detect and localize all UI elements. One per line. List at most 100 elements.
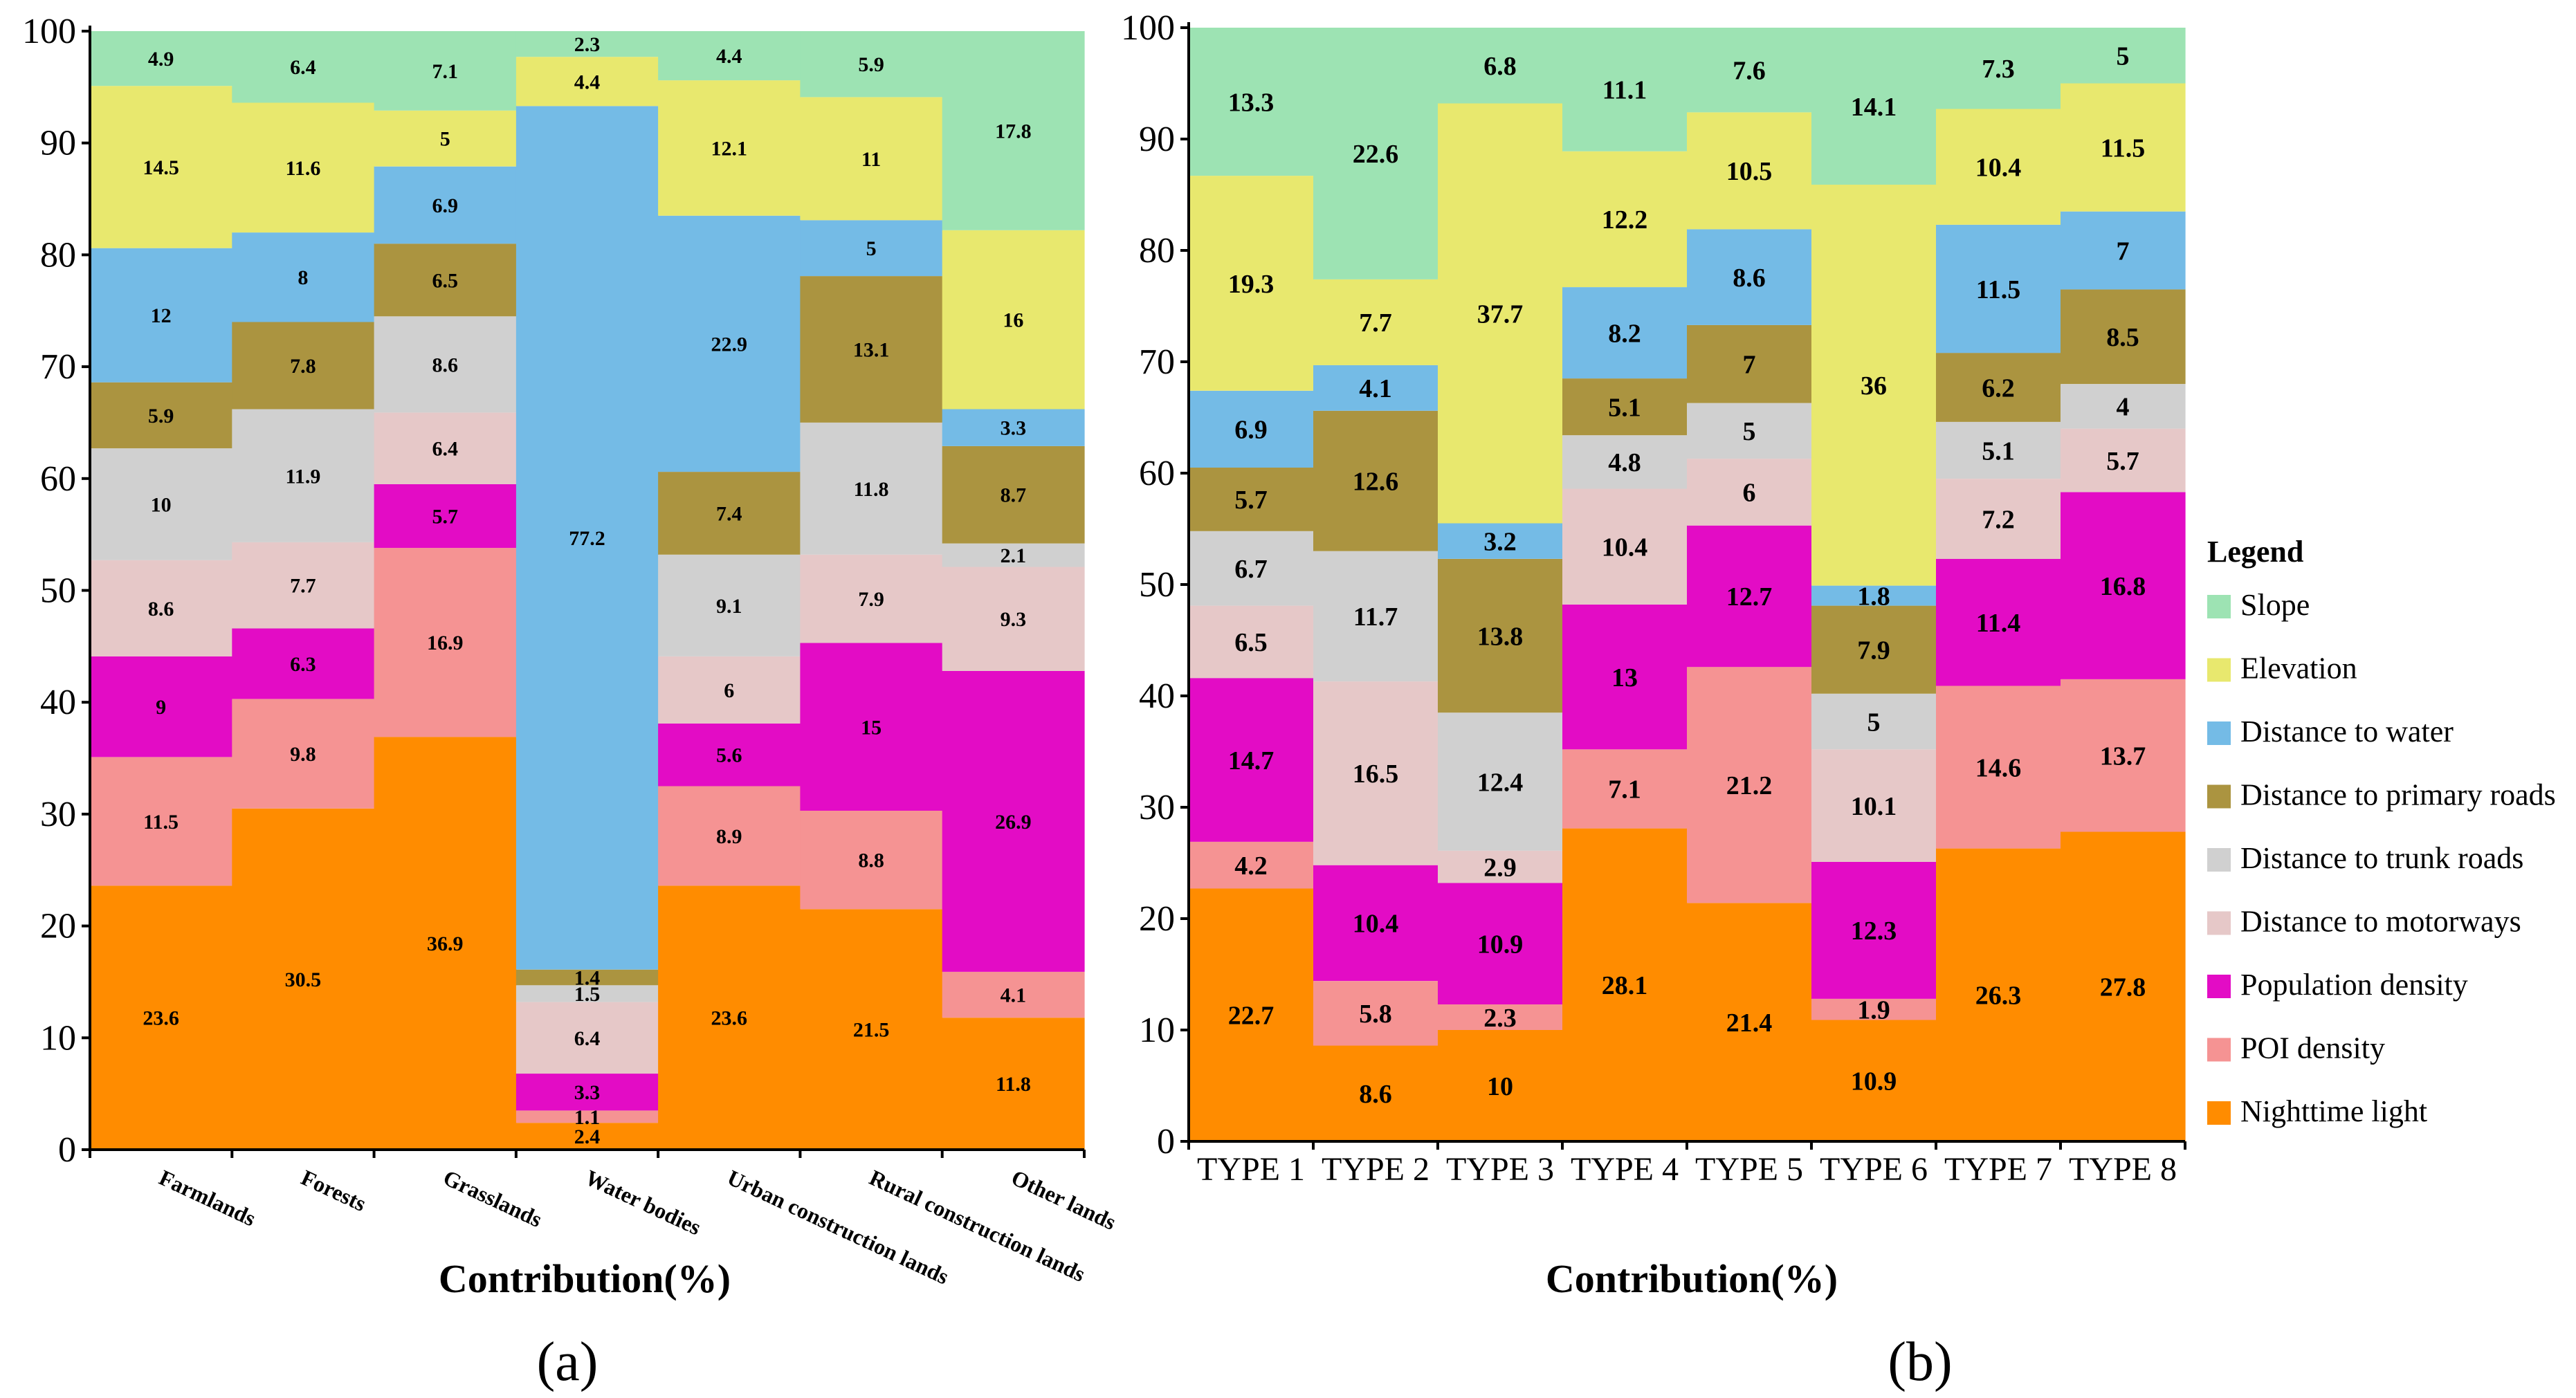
bar-b-6-distance-to-primary-roads	[1811, 605, 1937, 694]
value-label-a-6-nighttime-light: 21.5	[853, 1019, 890, 1042]
bar-b-7-distance-to-motorways	[1936, 479, 2061, 559]
bar-b-4-slope	[1562, 28, 1688, 151]
value-label-b-8-distance-to-primary-roads: 8.5	[2106, 323, 2139, 352]
bar-a-7-population-density	[942, 670, 1085, 972]
bar-b-1-elevation	[1189, 176, 1314, 391]
bar-b-3-nighttime-light	[1438, 1030, 1563, 1141]
value-label-b-5-distance-to-motorways: 6	[1743, 479, 1756, 508]
value-label-a-3-distance-to-trunk-roads: 8.6	[432, 353, 458, 376]
bar-b-5-slope	[1687, 28, 1812, 113]
bar-a-4-distance-to-motorways	[515, 1002, 659, 1074]
value-label-a-1-distance-to-motorways: 8.6	[148, 598, 174, 620]
bar-a-2-nighttime-light	[232, 808, 375, 1150]
bar-b-7-population-density	[1936, 559, 2061, 686]
value-label-b-3-slope: 6.8	[1483, 52, 1517, 81]
legend-label-elevation: Elevation	[2240, 652, 2357, 686]
bar-b-3-poi-density	[1438, 1004, 1563, 1030]
bar-a-3-distance-to-primary-roads	[374, 243, 517, 317]
value-label-a-5-population-density: 5.6	[716, 744, 742, 767]
y-tick-label-b-40: 40	[1139, 677, 1175, 716]
bar-b-6-poi-density	[1811, 998, 1937, 1020]
value-label-a-3-nighttime-light: 36.9	[427, 932, 464, 955]
panel-a: 23.6 11.5 9 8.6 10 5.9 12 14.5 4.9 30.5 9.8 6.3 7.7 1…	[22, 12, 1120, 1289]
bar-a-1-poi-density	[90, 757, 232, 886]
value-label-b-8-distance-to-motorways: 5.7	[2106, 447, 2139, 476]
bar-a-6-distance-to-trunk-roads	[800, 423, 943, 555]
bar-a-2-slope	[232, 31, 375, 103]
value-label-a-2-distance-to-primary-roads: 7.8	[290, 355, 316, 378]
value-label-b-3-population-density: 10.9	[1477, 930, 1524, 959]
legend-title: Legend	[2207, 535, 2303, 569]
value-label-b-4-poi-density: 7.1	[1608, 775, 1641, 804]
value-label-b-2-elevation: 7.7	[1359, 309, 1392, 338]
value-label-a-5-elevation: 12.1	[711, 138, 748, 160]
value-label-a-5-distance-to-trunk-roads: 9.1	[716, 595, 742, 618]
bar-b-2-elevation	[1313, 279, 1438, 365]
bar-b-4-distance-to-motorways	[1562, 488, 1688, 605]
y-tick-label-a-60: 60	[40, 459, 76, 499]
value-label-a-1-elevation: 14.5	[143, 156, 179, 179]
bar-a-2-poi-density	[232, 699, 375, 809]
bar-b-2-poi-density	[1313, 981, 1438, 1046]
value-label-b-1-nighttime-light: 22.7	[1228, 1002, 1275, 1031]
value-label-a-6-distance-to-trunk-roads: 11.8	[854, 478, 889, 501]
bar-b-8-slope	[2061, 28, 2186, 84]
value-label-b-7-distance-to-trunk-roads: 5.1	[1982, 436, 2015, 466]
bar-a-6-elevation	[800, 97, 943, 221]
y-tick-label-a-20: 20	[40, 907, 76, 946]
bar-b-6-distance-to-water	[1811, 585, 1937, 606]
value-label-b-3-nighttime-light: 10	[1487, 1072, 1513, 1101]
panel-b: 22.7 4.2 14.7 6.5 6.7 5.7 6.9 19.3 13.3 8.6 5.8 10.…	[1121, 8, 2186, 1188]
panel-a-label: (a)	[537, 1332, 599, 1392]
value-label-a-1-slope: 4.9	[148, 48, 174, 71]
value-label-a-7-distance-to-motorways: 9.3	[1001, 608, 1027, 631]
bar-b-7-distance-to-trunk-roads	[1936, 421, 2061, 479]
bar-a-5-distance-to-primary-roads	[658, 472, 801, 555]
x-tick-label-b-type-6: TYPE 6	[1820, 1151, 1928, 1188]
y-tick-label-b-90: 90	[1139, 120, 1175, 159]
bar-a-5-elevation	[658, 80, 801, 216]
value-label-b-5-nighttime-light: 21.4	[1726, 1009, 1773, 1038]
value-label-b-4-distance-to-primary-roads: 5.1	[1608, 394, 1641, 423]
x-tick-label-a-forests: Forests	[298, 1165, 370, 1216]
bar-b-8-poi-density	[2061, 679, 2186, 832]
bar-a-1-distance-to-trunk-roads	[90, 448, 232, 560]
value-label-a-5-distance-to-water: 22.9	[711, 333, 748, 356]
value-label-a-4-distance-to-trunk-roads: 1.5	[574, 983, 601, 1006]
value-label-b-6-poi-density: 1.9	[1857, 996, 1890, 1025]
value-label-b-6-elevation: 36	[1861, 371, 1887, 401]
bar-b-4-elevation	[1562, 151, 1688, 288]
bar-b-5-elevation	[1687, 112, 1812, 230]
bar-a-5-poi-density	[658, 786, 801, 886]
value-label-b-8-elevation: 11.5	[2101, 134, 2145, 163]
bar-b-3-distance-to-motorways	[1438, 850, 1563, 883]
value-label-a-4-nighttime-light: 2.4	[574, 1125, 601, 1148]
y-tick-label-b-10: 10	[1139, 1011, 1175, 1050]
value-label-a-1-poi-density: 11.5	[143, 811, 179, 834]
value-label-b-7-nighttime-light: 26.3	[1975, 982, 2022, 1011]
value-label-a-2-elevation: 11.6	[285, 157, 320, 180]
value-label-b-1-population-density: 14.7	[1228, 746, 1275, 775]
bar-b-1-distance-to-motorways	[1189, 605, 1314, 679]
bar-b-1-slope	[1189, 28, 1314, 176]
value-label-b-6-population-density: 12.3	[1851, 917, 1897, 946]
value-label-b-7-distance-to-motorways: 7.2	[1982, 505, 2015, 534]
bar-a-1-distance-to-primary-roads	[90, 382, 232, 449]
value-label-a-2-distance-to-trunk-roads: 11.9	[285, 465, 320, 488]
bar-b-4-distance-to-trunk-roads	[1562, 435, 1688, 489]
legend-swatch-distance-to-water	[2207, 721, 2231, 745]
bar-b-7-distance-to-primary-roads	[1936, 353, 2061, 422]
value-label-a-2-population-density: 6.3	[290, 653, 316, 676]
value-label-b-1-elevation: 19.3	[1228, 270, 1275, 299]
value-label-a-2-slope: 6.4	[290, 56, 316, 79]
y-tick-label-a-90: 90	[40, 124, 76, 163]
bar-a-7-elevation	[942, 230, 1085, 410]
value-label-b-8-poi-density: 13.7	[2100, 742, 2146, 771]
bar-a-5-distance-to-water	[658, 215, 801, 472]
bar-a-4-poi-density	[515, 1110, 659, 1123]
value-label-b-2-distance-to-primary-roads: 12.6	[1353, 468, 1399, 497]
value-label-a-1-distance-to-trunk-roads: 10	[151, 494, 172, 517]
bar-b-1-population-density	[1189, 678, 1314, 842]
bar-b-2-distance-to-primary-roads	[1313, 410, 1438, 551]
